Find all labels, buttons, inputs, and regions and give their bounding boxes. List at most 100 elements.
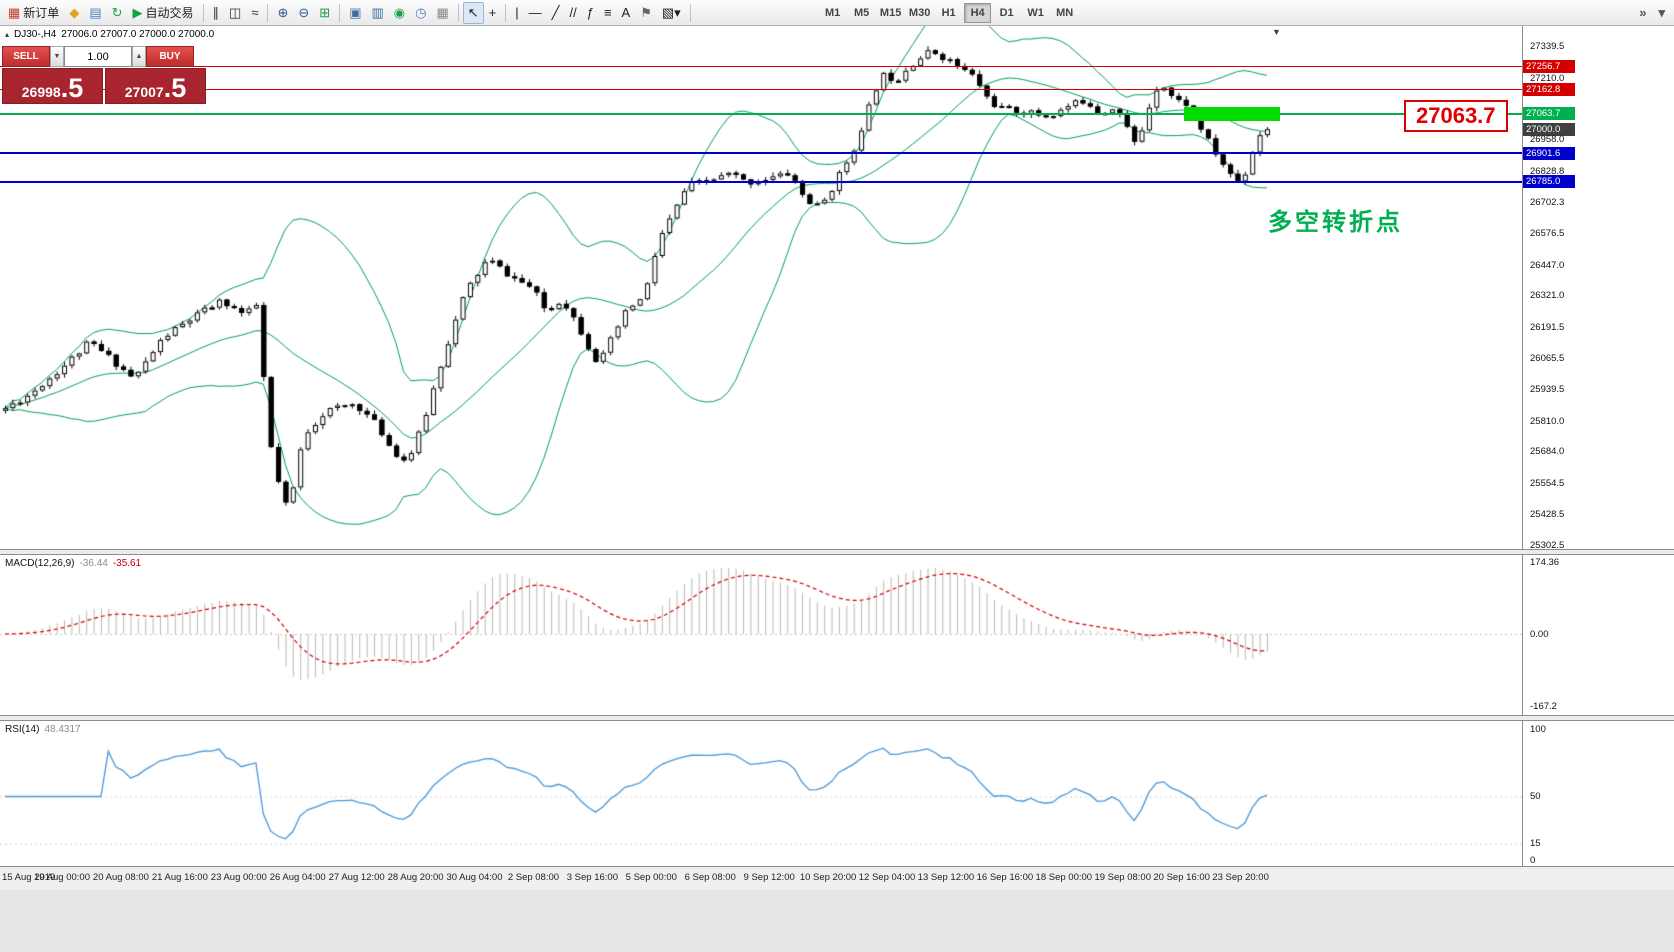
channel-button[interactable]: //: [564, 2, 581, 24]
grid-button[interactable]: ▦: [431, 2, 453, 24]
trendline-icon: ╱: [551, 5, 560, 20]
rsi-axis-tick: 15: [1530, 838, 1541, 849]
horizontal-line-26785[interactable]: [0, 180, 1522, 183]
trendline-button[interactable]: ╱: [547, 2, 565, 24]
timeframe-mn-button[interactable]: MN: [1051, 3, 1078, 23]
time-tick: 20 Sep 16:00: [1153, 872, 1210, 883]
candlestick-chart-button[interactable]: ◫: [224, 2, 246, 24]
new-chart-button[interactable]: ▣: [344, 2, 366, 24]
cursor-button[interactable]: ↖: [462, 1, 484, 24]
horizontal-line-button[interactable]: —: [524, 2, 547, 24]
time-tick: 19 Aug 00:00: [34, 872, 90, 883]
volume-input[interactable]: [64, 46, 132, 67]
zoom-in-button[interactable]: ⊕: [272, 2, 293, 24]
volume-down-button[interactable]: ▼: [50, 46, 64, 67]
toolbar-separator: [202, 3, 204, 22]
tile-windows-button[interactable]: ⊞: [314, 2, 335, 24]
time-tick: 16 Sep 16:00: [976, 872, 1034, 883]
timeframe-m1-button[interactable]: M1: [819, 3, 846, 23]
fibonacci-button[interactable]: ƒ: [582, 2, 599, 24]
timeframe-m15-button[interactable]: M15: [877, 3, 904, 23]
bar-chart-button[interactable]: ∥: [208, 2, 225, 24]
timeframe-m30-button[interactable]: M30: [906, 3, 933, 23]
green-rectangle-object[interactable]: [1183, 106, 1280, 121]
buy-price-box[interactable]: 27007 .5: [105, 68, 206, 104]
vertical-line-button[interactable]: |: [510, 2, 523, 24]
main-chart-canvas[interactable]: [0, 26, 1522, 549]
main-chart-pane[interactable]: ▴ DJ30-,H4 27006.0 27007.0 27000.0 27000…: [0, 26, 1522, 549]
toolbar-options-button[interactable]: ▾: [1652, 2, 1671, 24]
autotrade-button-label: 自动交易: [145, 6, 194, 20]
rsi-pane[interactable]: RSI(14) 48.4317: [0, 721, 1522, 866]
sell-button[interactable]: SELL: [2, 46, 50, 67]
navigator-button[interactable]: ↻: [107, 2, 128, 24]
price-badge-green: 27063.7: [1523, 107, 1575, 121]
price-tick: 26576.5: [1530, 227, 1565, 239]
horizontal-line-26901.6[interactable]: [0, 152, 1522, 155]
time-tick: 26 Aug 04:00: [269, 872, 326, 883]
buy-button[interactable]: BUY: [146, 46, 194, 67]
new-order-icon: ▦: [8, 5, 21, 20]
strategy-tester-button[interactable]: ◉: [389, 2, 410, 24]
price-tick: 27339.5: [1530, 41, 1565, 52]
market-watch-button[interactable]: ◆: [64, 2, 84, 24]
macd-canvas[interactable]: [0, 555, 1522, 715]
zoom-out-button[interactable]: ⊖: [293, 2, 314, 24]
label-tool-button[interactable]: ⚑: [635, 2, 657, 24]
toolbar-separator: [339, 3, 341, 22]
horizontal-line-27162.8[interactable]: [0, 88, 1522, 90]
key-level-price-label[interactable]: 27063.7: [1404, 100, 1508, 132]
new-chart-icon: ▣: [349, 5, 362, 20]
macd-axis-tick: 174.36: [1530, 557, 1560, 568]
data-window-button[interactable]: ▤: [84, 2, 106, 24]
new-order-button[interactable]: ▦ 新订单: [3, 2, 64, 24]
rsi-axis-tick: 0: [1530, 855, 1536, 866]
price-tick: 25428.5: [1530, 509, 1565, 521]
clock-button[interactable]: ◷: [410, 2, 431, 24]
data-window-icon: ▤: [89, 5, 102, 20]
price-tick: 26447.0: [1530, 259, 1565, 271]
toolbar-separator: [689, 3, 691, 22]
sell-price-box[interactable]: 26998 .5: [2, 68, 103, 104]
time-axis[interactable]: 15 Aug 2019 19 Aug 00:00 20 Aug 08:00 21 Au…: [0, 866, 1674, 890]
line-chart-button[interactable]: ≈: [246, 2, 263, 24]
autotrade-icon: ▶: [132, 5, 143, 20]
cursor-icon: ↖: [467, 5, 479, 20]
time-tick: 21 Aug 16:00: [151, 872, 208, 883]
timeframe-d1-button[interactable]: D1: [993, 3, 1020, 23]
horizontal-line-27063.7[interactable]: [0, 112, 1522, 115]
price-tick: 25554.5: [1530, 478, 1565, 490]
toolbar-overflow-button[interactable]: »: [1633, 2, 1652, 24]
levels-button[interactable]: ≡: [599, 2, 617, 24]
pane-splitter[interactable]: [0, 549, 1674, 555]
macd-main-value: -36.44: [79, 558, 108, 569]
toolbar-separator: [505, 3, 507, 22]
autotrade-button[interactable]: ▶ 自动交易: [128, 2, 199, 24]
macd-pane[interactable]: MACD(12,26,9) -36.44 -35.61: [0, 555, 1522, 715]
timeframe-m5-button[interactable]: M5: [848, 3, 875, 23]
timeframe-h4-button[interactable]: H4: [964, 2, 992, 23]
shapes-button[interactable]: ▧▾: [657, 2, 686, 24]
chart-profiles-button[interactable]: ▥: [366, 2, 388, 24]
timeframe-w1-button[interactable]: W1: [1022, 3, 1049, 23]
time-tick: 30 Aug 04:00: [446, 872, 503, 883]
rsi-canvas[interactable]: [0, 721, 1522, 866]
crosshair-button[interactable]: +: [484, 2, 502, 24]
pane-splitter[interactable]: [0, 715, 1674, 721]
chart-shift-marker-icon[interactable]: ▼: [1272, 27, 1281, 37]
price-tick: 25810.0: [1530, 415, 1565, 427]
new-order-button-label: 新订单: [23, 6, 60, 20]
horizontal-line-27256.7[interactable]: [0, 65, 1522, 67]
time-tick: 20 Aug 08:00: [92, 872, 149, 883]
text-tool-button[interactable]: A: [617, 2, 636, 24]
time-tick: 28 Aug 20:00: [387, 872, 444, 883]
timeframe-h1-button[interactable]: H1: [935, 3, 962, 23]
time-tick: 9 Sep 12:00: [743, 872, 795, 883]
sell-price-main: 26998: [21, 83, 61, 100]
text-tool-icon: A: [621, 5, 631, 20]
volume-up-button[interactable]: ▲: [132, 46, 146, 67]
one-click-toggle-icon[interactable]: ▴: [5, 30, 10, 39]
price-axis[interactable]: 27339.5 27256.7 27210.0 27162.8 27063.7 27000…: [1522, 26, 1674, 866]
price-tick: 25302.5: [1530, 539, 1565, 551]
price-badge-blue: 26901.6: [1523, 146, 1575, 160]
